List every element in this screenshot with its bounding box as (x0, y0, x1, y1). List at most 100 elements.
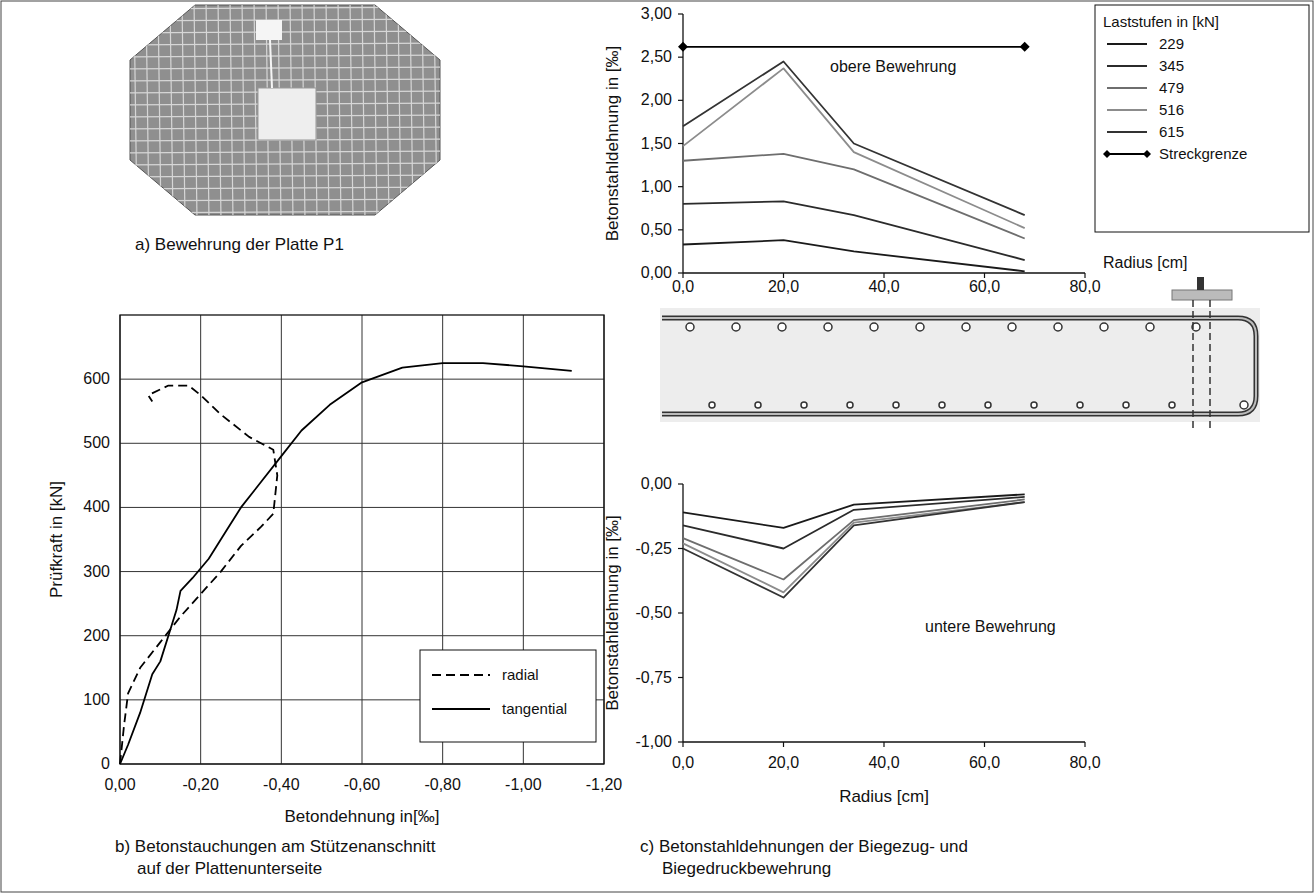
legend-label: 229 (1159, 35, 1184, 52)
tick-label: 40,0 (868, 278, 899, 295)
rebar (125, 175, 445, 177)
grid-line (120, 507, 604, 508)
tick-label: 20,0 (768, 754, 799, 771)
photo (125, 0, 445, 220)
rebar-cross (916, 323, 924, 331)
tick-label: 300 (83, 563, 110, 580)
grid-line (120, 635, 604, 636)
chart: 0,00-0,20-0,40-0,60-0,80-1,00-1,20010020… (47, 315, 622, 878)
legend-swatch (1107, 43, 1147, 45)
caption: a) Bewehrung der Platte P1 (135, 235, 344, 254)
rebar (125, 43, 445, 45)
rebar-cross (1031, 402, 1037, 408)
tick-label: 0,0 (672, 754, 694, 771)
tick (678, 741, 683, 742)
slab (660, 308, 1260, 422)
annotation: untere Bewehrung (925, 618, 1056, 635)
rebar (125, 199, 445, 201)
rebar (146, 0, 149, 220)
series-line (683, 201, 1025, 260)
rebar-cross (1100, 323, 1108, 331)
tick (682, 742, 683, 747)
series-line (683, 240, 1025, 271)
figure-border (1, 1, 1313, 892)
rebar-cross (1240, 401, 1248, 409)
series-line (120, 363, 572, 764)
load-plate (1172, 290, 1232, 300)
rebar-outline (662, 318, 1256, 414)
caption: c) Betonstahldehnungen der Biegezug- und (640, 837, 968, 856)
axis-title: Radius [cm] (839, 787, 929, 806)
legend-title: Laststufen in [kN] (1103, 13, 1219, 30)
photo-grid (125, 0, 445, 220)
rebar (134, 0, 137, 220)
legend-swatch (432, 674, 490, 676)
tick (678, 143, 683, 144)
rebar-cross (1077, 402, 1083, 408)
rebar (434, 0, 437, 220)
legend-swatch (1107, 109, 1147, 111)
tag (256, 20, 282, 40)
series-line (683, 154, 1025, 239)
rebar (125, 19, 445, 21)
legend: Laststufen in [kN]229345479516615Streckg… (1095, 5, 1309, 232)
figure: a) Bewehrung der Platte P10,00-0,20-0,40… (0, 0, 1314, 893)
column-area (258, 88, 316, 140)
tick-label: 0 (101, 755, 110, 772)
tick-label: -1,00 (505, 776, 542, 793)
rebar-cross (1146, 323, 1154, 331)
tick (1084, 742, 1085, 747)
series-line (683, 502, 1025, 597)
tick-label: -1,20 (586, 776, 623, 793)
rebar (662, 318, 1256, 414)
load-bolt (1197, 277, 1204, 290)
tick-label: 2,00 (641, 91, 672, 108)
axis-title: Prüfkraft in [kN] (47, 481, 66, 598)
tick-label: 200 (83, 627, 110, 644)
legend-label: 479 (1159, 79, 1184, 96)
tick-label: -0,20 (182, 776, 219, 793)
legend-box (1095, 5, 1309, 232)
tick-label: 3,00 (641, 5, 672, 22)
rebar-cross (1054, 323, 1062, 331)
rebar (158, 0, 161, 220)
tick (678, 229, 683, 230)
tick-label: 80,0 (1069, 278, 1100, 295)
rebar (422, 0, 425, 220)
rebar-cross (893, 402, 899, 408)
tick (984, 742, 985, 747)
rebar-cross (755, 402, 761, 408)
tick-label: 500 (83, 434, 110, 451)
series-line (683, 502, 1025, 592)
axis-title: Radius [cm] (1103, 254, 1187, 271)
legend-swatch (1107, 131, 1147, 133)
legend-label: Streckgrenze (1159, 145, 1247, 162)
tick-label: -0,50 (636, 604, 673, 621)
tick-label: 0,00 (641, 475, 672, 492)
plot-data (120, 363, 572, 764)
grid-line (281, 315, 282, 764)
tick-label: 0,50 (641, 221, 672, 238)
legend-label: radial (502, 666, 539, 683)
rebar-cross (939, 402, 945, 408)
rebar-cross (1008, 323, 1016, 331)
tick-label: 2,50 (641, 48, 672, 65)
grid-line (200, 315, 201, 764)
tick (678, 677, 683, 678)
tick-label: -0,60 (344, 776, 381, 793)
legend-label: 345 (1159, 57, 1184, 74)
rebar (125, 79, 445, 81)
tick-label: 80,0 (1069, 754, 1100, 771)
legend-box (420, 650, 596, 742)
rebar-cross (732, 323, 740, 331)
rebar (242, 0, 245, 220)
legend-swatch (1107, 153, 1147, 155)
rebar (125, 55, 445, 57)
tick-label: 0,0 (672, 278, 694, 295)
plot-frame (120, 315, 604, 764)
tick-label: 60,0 (969, 278, 1000, 295)
tick-label: 400 (83, 498, 110, 515)
tick-label: 0,00 (104, 776, 135, 793)
legend-label: tangential (502, 700, 567, 717)
tick-label: 20,0 (768, 278, 799, 295)
